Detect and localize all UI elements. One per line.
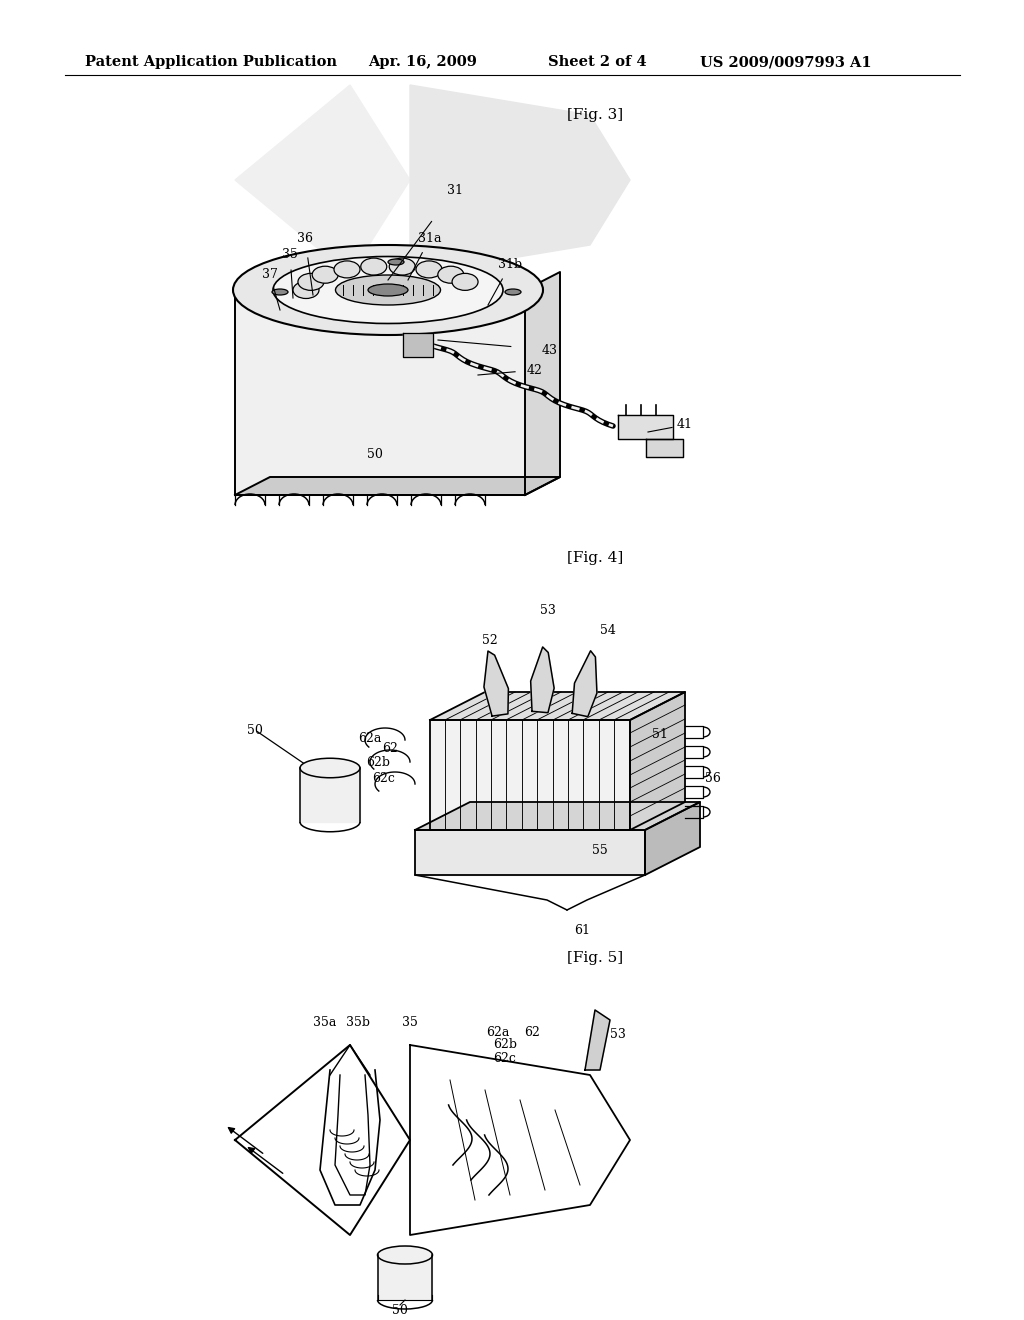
Text: 62: 62 xyxy=(524,1026,540,1039)
Ellipse shape xyxy=(360,259,387,275)
Polygon shape xyxy=(415,803,700,830)
Polygon shape xyxy=(415,830,645,875)
Text: 35a: 35a xyxy=(313,1015,337,1028)
Ellipse shape xyxy=(336,275,440,305)
Text: 62c: 62c xyxy=(373,771,395,784)
Ellipse shape xyxy=(452,273,478,290)
Text: 31: 31 xyxy=(447,183,463,197)
Polygon shape xyxy=(234,84,410,275)
Polygon shape xyxy=(525,272,560,495)
Text: 35: 35 xyxy=(282,248,298,261)
Polygon shape xyxy=(410,84,630,275)
Ellipse shape xyxy=(368,284,408,296)
Ellipse shape xyxy=(233,246,543,335)
Ellipse shape xyxy=(298,273,324,290)
Polygon shape xyxy=(403,333,433,356)
Text: [Fig. 4]: [Fig. 4] xyxy=(567,550,624,565)
Text: 53: 53 xyxy=(610,1028,626,1041)
Ellipse shape xyxy=(416,261,442,279)
Ellipse shape xyxy=(389,259,416,275)
Text: 61: 61 xyxy=(574,924,590,936)
Text: [Fig. 5]: [Fig. 5] xyxy=(567,950,623,965)
Text: 56: 56 xyxy=(706,771,721,784)
Ellipse shape xyxy=(505,289,521,294)
Text: 31a: 31a xyxy=(418,231,441,244)
Polygon shape xyxy=(484,651,508,717)
Text: 62c: 62c xyxy=(494,1052,516,1064)
Polygon shape xyxy=(234,290,525,495)
Text: 62a: 62a xyxy=(486,1026,510,1039)
Ellipse shape xyxy=(272,289,288,294)
Polygon shape xyxy=(530,647,554,713)
Text: 36: 36 xyxy=(297,231,313,244)
Polygon shape xyxy=(378,1255,432,1300)
Text: 50: 50 xyxy=(247,723,263,737)
Polygon shape xyxy=(630,692,685,830)
Text: 41: 41 xyxy=(677,418,693,432)
Text: 35b: 35b xyxy=(346,1015,370,1028)
Ellipse shape xyxy=(378,1246,432,1265)
Text: 43: 43 xyxy=(542,343,558,356)
Text: 62b: 62b xyxy=(493,1039,517,1052)
Text: 54: 54 xyxy=(600,623,616,636)
Polygon shape xyxy=(618,414,673,440)
Text: 52: 52 xyxy=(482,634,498,647)
Text: 53: 53 xyxy=(540,603,556,616)
Ellipse shape xyxy=(293,281,319,298)
Text: 50: 50 xyxy=(367,449,383,462)
Text: 55: 55 xyxy=(592,843,608,857)
Text: 42: 42 xyxy=(527,363,543,376)
Ellipse shape xyxy=(438,267,464,284)
Text: 62b: 62b xyxy=(366,755,390,768)
Text: Apr. 16, 2009: Apr. 16, 2009 xyxy=(368,55,477,69)
Text: [Fig. 3]: [Fig. 3] xyxy=(567,108,623,121)
Text: 31b: 31b xyxy=(498,259,522,272)
Polygon shape xyxy=(430,692,685,719)
Text: Sheet 2 of 4: Sheet 2 of 4 xyxy=(548,55,646,69)
Text: US 2009/0097993 A1: US 2009/0097993 A1 xyxy=(700,55,871,69)
Text: 35: 35 xyxy=(402,1015,418,1028)
Text: 37: 37 xyxy=(262,268,278,281)
Text: 62: 62 xyxy=(382,742,398,755)
Polygon shape xyxy=(234,477,560,495)
Polygon shape xyxy=(585,1010,610,1071)
Polygon shape xyxy=(430,719,630,830)
Ellipse shape xyxy=(300,758,360,777)
Polygon shape xyxy=(300,768,360,822)
Text: 62a: 62a xyxy=(358,731,382,744)
Text: Patent Application Publication: Patent Application Publication xyxy=(85,55,337,69)
Polygon shape xyxy=(645,803,700,875)
Ellipse shape xyxy=(312,267,338,284)
Text: 51: 51 xyxy=(652,729,668,742)
Polygon shape xyxy=(572,651,597,717)
Polygon shape xyxy=(646,440,683,457)
Text: 50: 50 xyxy=(392,1304,408,1316)
Ellipse shape xyxy=(334,261,360,279)
Ellipse shape xyxy=(273,256,503,323)
Ellipse shape xyxy=(388,259,404,265)
